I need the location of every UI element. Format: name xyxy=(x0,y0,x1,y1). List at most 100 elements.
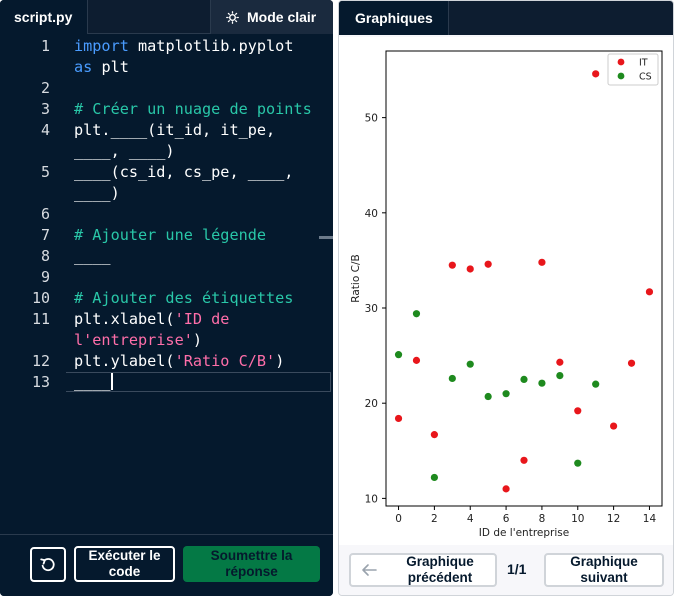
data-point-cs xyxy=(448,374,456,383)
code-text[interactable]: as plt xyxy=(74,57,331,78)
data-point-it xyxy=(627,359,636,367)
plots-footer: Graphique précédent 1/1 Graphique suivan… xyxy=(339,547,673,595)
x-tick-label: 6 xyxy=(503,513,510,525)
x-tick-label: 8 xyxy=(539,513,546,525)
code-text[interactable]: ____ xyxy=(74,372,331,393)
scatter-chart: 0 2 4 6 8 10 12 14 10 20 30 40 50 ID de l'entreprise R… xyxy=(350,50,663,539)
data-point-cs xyxy=(430,473,438,482)
code-token: ) xyxy=(275,352,285,370)
data-point-cs xyxy=(394,351,403,359)
code-text[interactable]: ____) xyxy=(74,183,331,204)
code-text[interactable]: plt.ylabel('Ratio C/B') xyxy=(74,351,331,372)
run-code-button[interactable]: Exécuter le code xyxy=(74,546,175,582)
light-mode-label: Mode clair xyxy=(247,9,317,25)
reset-button[interactable] xyxy=(30,547,66,582)
arrow-left-icon xyxy=(362,564,377,576)
code-text[interactable]: # Ajouter des étiquettes xyxy=(74,288,331,309)
plot-page-counter: 1/1 xyxy=(507,561,527,577)
line-number: 13 xyxy=(31,373,50,391)
y-tick-label: 40 xyxy=(365,208,378,220)
code-token: ____, ____) xyxy=(74,142,175,160)
plot-frame xyxy=(385,50,663,507)
data-point-it xyxy=(430,431,438,439)
legend-label-it: IT xyxy=(639,58,648,69)
plots-toolbar: Graphiques xyxy=(339,1,673,35)
code-token: ) xyxy=(192,331,203,349)
code-text[interactable]: ____ xyxy=(74,246,331,267)
code-token: ____) xyxy=(74,184,120,202)
data-point-cs xyxy=(592,380,600,388)
legend-label-cs: CS xyxy=(639,72,652,83)
data-point-it xyxy=(592,70,600,78)
data-point-cs xyxy=(484,392,492,401)
x-axis-label: ID de l'entreprise xyxy=(479,527,569,539)
line-number: 12 xyxy=(31,352,50,370)
previous-plot-button[interactable]: Graphique précédent xyxy=(349,553,497,587)
line-number: 5 xyxy=(40,163,50,181)
data-point-it xyxy=(538,258,546,266)
editor-toolbar: script.py Mode clair xyxy=(0,0,333,34)
code-token: plt xyxy=(92,58,129,76)
line-number: 3 xyxy=(40,100,50,118)
code-text[interactable]: plt.____(it_id, it_pe, xyxy=(74,120,331,141)
code-token: plt.ylabel( xyxy=(74,352,175,370)
legend-marker-cs xyxy=(617,72,625,80)
data-point-it xyxy=(412,356,421,364)
string-token: 'ID de xyxy=(174,310,230,328)
light-mode-toggle[interactable]: Mode clair xyxy=(210,0,333,34)
keyword-token: import xyxy=(74,37,129,55)
submit-answer-button[interactable]: Soumettre la réponse xyxy=(183,546,320,582)
code-text[interactable]: ____, ____) xyxy=(74,141,331,162)
keyword-token: as xyxy=(74,58,93,76)
data-point-it xyxy=(448,261,456,269)
reset-icon xyxy=(40,557,55,571)
data-point-it xyxy=(610,422,618,430)
line-number: 9 xyxy=(40,268,50,286)
data-point-it xyxy=(556,358,564,366)
code-text[interactable]: plt.xlabel('ID de xyxy=(74,309,331,330)
string-token: l'entreprise' xyxy=(74,331,193,349)
data-point-it xyxy=(466,265,474,273)
line-number: 2 xyxy=(40,79,50,97)
line-number: 4 xyxy=(40,121,50,139)
x-tick-label: 10 xyxy=(571,513,584,525)
x-tick-label: 4 xyxy=(467,513,474,525)
y-tick-label: 50 xyxy=(365,113,378,125)
code-text[interactable]: import matplotlib.pyplot xyxy=(74,36,331,57)
code-token: ____ xyxy=(74,247,111,265)
tab-plots[interactable]: Graphiques xyxy=(339,1,449,35)
code-token: ____ xyxy=(74,373,111,391)
code-text[interactable]: ____(cs_id, cs_pe, ____, xyxy=(74,162,331,183)
code-text[interactable]: l'entreprise') xyxy=(74,330,331,351)
data-point-cs xyxy=(538,379,546,387)
data-point-cs xyxy=(556,371,564,380)
comment-token: # Créer un nuage de points xyxy=(74,100,312,118)
data-point-cs xyxy=(412,310,421,318)
data-point-it xyxy=(502,485,510,493)
code-area[interactable]: 1 import matplotlib.pyplot as plt 2 3 # Créer… xyxy=(0,34,333,534)
line-number: 1 xyxy=(40,37,50,55)
data-point-it xyxy=(484,260,492,268)
active-line-highlight xyxy=(66,372,331,392)
next-plot-button[interactable]: Graphique suivant xyxy=(544,553,664,587)
line-number: 7 xyxy=(40,226,50,244)
data-point-cs xyxy=(502,390,510,398)
code-text[interactable]: # Ajouter une légende xyxy=(74,225,331,246)
data-point-it xyxy=(645,288,654,296)
y-tick-label: 10 xyxy=(365,493,378,505)
string-token: 'Ratio C/B' xyxy=(174,352,276,370)
x-tick-label: 0 xyxy=(395,513,402,525)
plots-panel: Graphiques 0 2 4 6 8 10 12 14 10 20 30 40 50 ID de l'… xyxy=(338,0,674,596)
code-text[interactable]: # Créer un nuage de points xyxy=(74,99,331,120)
y-tick-label: 20 xyxy=(365,398,378,410)
data-point-it xyxy=(574,407,582,415)
previous-plot-label: Graphique précédent xyxy=(406,554,474,585)
data-point-cs xyxy=(466,360,474,368)
data-point-cs xyxy=(520,375,528,383)
x-tick-label: 14 xyxy=(643,513,657,525)
tab-script-py[interactable]: script.py xyxy=(0,0,88,34)
comment-token: # Ajouter des étiquettes xyxy=(74,289,294,307)
x-tick-label: 12 xyxy=(607,513,620,525)
editor-scrollbar[interactable] xyxy=(319,236,333,239)
code-token: plt.____(it_id, it_pe, xyxy=(74,121,276,139)
